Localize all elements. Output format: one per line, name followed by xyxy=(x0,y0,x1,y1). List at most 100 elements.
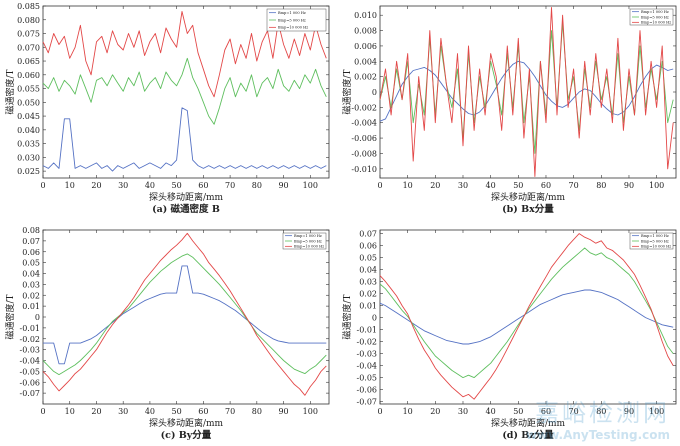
y-tick-label: 0.03 xyxy=(359,278,377,287)
legend-label-2: Bmp=5 000 Hz xyxy=(641,15,669,19)
legend-label-2: Bmp=5 000 Hz xyxy=(641,239,669,243)
y-tick-label: 0.030 xyxy=(17,153,40,162)
y-tick-label: -0.004 xyxy=(351,119,377,128)
legend-box xyxy=(629,8,674,26)
x-tick-label: 60 xyxy=(541,181,551,190)
y-tick-label: -0.03 xyxy=(356,350,377,359)
y-tick-label: -0.07 xyxy=(19,389,40,398)
y-tick-label: 0.05 xyxy=(359,254,377,263)
y-tick-label: -0.06 xyxy=(356,386,377,395)
y-tick-label: 0.004 xyxy=(354,57,377,66)
x-tick-label: 30 xyxy=(118,407,128,416)
x-tick-label: 100 xyxy=(649,407,664,416)
x-tick-label: 40 xyxy=(486,181,496,190)
y-tick-label: 0.01 xyxy=(359,302,377,311)
x-tick-label: 50 xyxy=(513,181,523,190)
legend-label-3: Bmp=10 000 Hz xyxy=(278,26,308,30)
x-tick-label: 0 xyxy=(377,181,382,190)
y-tick-label: 0.045 xyxy=(17,112,40,121)
series-line-3 xyxy=(379,233,674,400)
y-tick-label: -0.02 xyxy=(19,335,40,344)
series-line-1 xyxy=(43,265,327,365)
y-tick-label: 0.01 xyxy=(22,302,40,311)
y-axis-label: 磁通密度/T xyxy=(341,294,353,339)
x-tick-label: 70 xyxy=(225,407,235,416)
y-tick-label: 0.07 xyxy=(359,230,377,239)
legend-label-1: Bmp=1 000 Hz xyxy=(641,10,669,14)
x-tick-label: 30 xyxy=(458,181,468,190)
y-tick-label: 0.040 xyxy=(17,126,40,135)
y-tick-label: 0.02 xyxy=(359,290,377,299)
y-tick-label: 0.04 xyxy=(22,270,40,279)
legend-label-1: Bmp=1 000 Hz xyxy=(278,11,306,15)
y-tick-label: 0.002 xyxy=(354,73,377,82)
x-tick-label: 10 xyxy=(65,181,75,190)
x-axis-label: 探头移动距离/mm xyxy=(491,417,566,429)
x-tick-label: 70 xyxy=(569,407,579,416)
chart-c: 0 10 20 30 40 50 60 70 80 90 100-0.07-0.06-0.05-0.… xyxy=(4,226,330,441)
x-tick-label: 40 xyxy=(145,181,155,190)
y-tick-label: 0.075 xyxy=(17,30,40,39)
x-axis-label: 探头移动距离/mm xyxy=(149,417,224,429)
chart-caption: (a) 磁通密度 B xyxy=(152,203,220,215)
x-tick-label: 20 xyxy=(91,181,101,190)
y-tick-label: 0.065 xyxy=(17,57,40,66)
x-tick-label: 60 xyxy=(198,407,208,416)
y-tick-label: 0.06 xyxy=(359,242,377,251)
y-tick-label: 0.03 xyxy=(22,280,40,289)
series-line-1 xyxy=(379,289,674,345)
y-tick-label: 0.085 xyxy=(17,2,40,11)
legend-box xyxy=(282,232,327,250)
y-tick-label: -0.006 xyxy=(351,134,377,143)
plot-frame xyxy=(42,5,330,179)
legend-label-2: Bmp=5 000 Hz xyxy=(294,239,322,243)
y-tick-label: 0.070 xyxy=(17,43,40,52)
plot-frame xyxy=(379,229,677,405)
series-line-2 xyxy=(42,253,327,376)
y-tick-label: 0.05 xyxy=(22,259,40,268)
y-tick-label: -0.008 xyxy=(351,149,377,158)
plot-frame xyxy=(42,229,330,405)
x-tick-label: 80 xyxy=(596,181,606,190)
legend-label-3: Bmp=10 000 Hz xyxy=(641,245,671,249)
chart-caption: (c) By分量 xyxy=(161,429,212,441)
x-tick-label: 0 xyxy=(40,181,45,190)
legend-label-1: Bmp=1 000 Hz xyxy=(294,234,322,238)
x-tick-label: 70 xyxy=(225,181,235,190)
y-tick-label: 0.02 xyxy=(22,291,40,300)
x-tick-label: 100 xyxy=(303,407,318,416)
x-tick-label: 0 xyxy=(377,407,382,416)
y-tick-label: 0.008 xyxy=(354,27,377,36)
legend-box xyxy=(629,232,674,250)
y-tick-label: -0.07 xyxy=(356,398,377,407)
watermark-cn: 嘉峪检测网 xyxy=(535,399,670,427)
y-axis-label: 磁通密度/T xyxy=(4,294,16,339)
y-tick-label: 0 xyxy=(35,313,40,322)
y-tick-label: 0 xyxy=(372,88,377,97)
x-tick-label: 50 xyxy=(513,407,523,416)
y-tick-label: -0.03 xyxy=(19,346,40,355)
x-tick-label: 70 xyxy=(569,181,579,190)
y-tick-label: -0.01 xyxy=(19,324,40,333)
y-tick-label: 0.07 xyxy=(22,237,40,246)
x-tick-label: 20 xyxy=(430,181,440,190)
y-tick-label: -0.002 xyxy=(351,103,377,112)
y-tick-label: -0.05 xyxy=(356,374,377,383)
x-tick-label: 60 xyxy=(541,407,551,416)
y-tick-label: 0.050 xyxy=(17,98,40,107)
series-line-1 xyxy=(42,107,327,172)
x-tick-label: 20 xyxy=(430,407,440,416)
x-tick-label: 90 xyxy=(278,181,288,190)
x-tick-label: 90 xyxy=(624,181,634,190)
x-axis-label: 探头移动距离/mm xyxy=(491,191,566,203)
legend-label-2: Bmp=5 000 Hz xyxy=(278,18,306,22)
y-tick-label: 0.025 xyxy=(17,167,40,176)
legend-box xyxy=(266,8,327,32)
x-tick-label: 90 xyxy=(278,407,288,416)
x-tick-label: 60 xyxy=(198,181,208,190)
series-line-3 xyxy=(42,232,327,396)
x-tick-label: 10 xyxy=(403,407,413,416)
x-tick-label: 100 xyxy=(303,181,318,190)
y-tick-label: 0 xyxy=(372,314,377,323)
